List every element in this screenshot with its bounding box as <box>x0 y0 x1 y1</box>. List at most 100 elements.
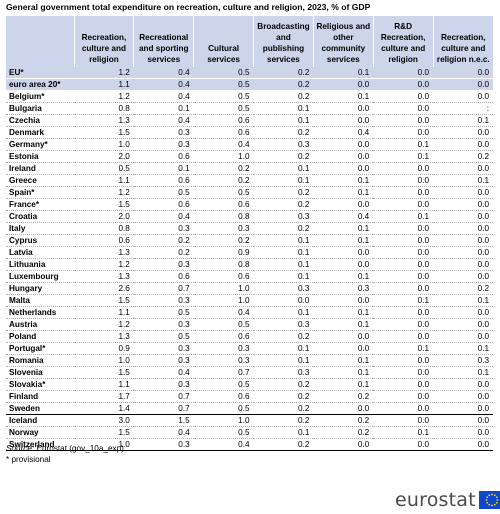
country-cell: Malta <box>6 294 74 307</box>
value-cell: 0.5 <box>74 162 134 175</box>
value-cell: 0.0 <box>433 258 493 271</box>
value-cell: 0.5 <box>193 318 254 331</box>
value-cell: 0.1 <box>253 114 314 127</box>
value-cell: 0.3 <box>193 222 254 235</box>
table-row: France* 1.5 0.6 0.6 0.2 0.0 0.0 0.0 <box>6 198 493 211</box>
value-cell: 1.2 <box>74 67 134 79</box>
value-cell: 0.0 <box>373 246 434 259</box>
table-row: Austria 1.2 0.3 0.5 0.3 0.1 0.0 0.0 <box>6 318 493 331</box>
value-cell: 0.4 <box>133 114 194 127</box>
value-cell: 0.8 <box>193 210 254 223</box>
value-cell: 0.0 <box>373 162 434 175</box>
table-row: Luxembourg 1.3 0.6 0.6 0.1 0.1 0.0 0.0 <box>6 270 493 283</box>
value-cell: 2.0 <box>74 150 134 163</box>
value-cell: 1.0 <box>193 414 254 427</box>
value-cell: 1.5 <box>74 426 134 439</box>
table-row: Germany* 1.0 0.3 0.4 0.3 0.0 0.1 0.0 <box>6 138 493 151</box>
country-cell: Latvia <box>6 246 74 259</box>
value-cell: 0.0 <box>433 67 493 79</box>
flag-star <box>490 493 493 496</box>
value-cell: 0.0 <box>373 390 434 403</box>
table-title: General government total expenditure on … <box>6 2 371 12</box>
country-cell: euro area 20* <box>6 78 74 91</box>
value-cell: 0.0 <box>313 342 374 355</box>
value-cell: 0.3 <box>253 210 314 223</box>
value-cell: 0.2 <box>133 234 194 247</box>
value-cell: 1.5 <box>133 414 194 427</box>
provisional-note: * provisional <box>6 455 51 464</box>
flag-star <box>495 496 498 499</box>
column-header: Recreation, culture and religion n.e.c. <box>432 16 493 67</box>
value-cell: 0.3 <box>133 138 194 151</box>
column-header: Recreation, culture and religion <box>73 16 134 67</box>
value-cell: 0.0 <box>313 402 374 415</box>
value-cell: 0.0 <box>313 438 374 451</box>
table-row: Belgium* 1.2 0.4 0.5 0.2 0.1 0.0 0.0 <box>6 90 493 103</box>
table-row: Switzerland 1.0 0.3 0.4 0.2 0.0 0.0 0.0 <box>6 438 493 451</box>
value-cell: 1.1 <box>74 174 134 187</box>
table-row: Poland 1.3 0.5 0.6 0.2 0.0 0.0 0.0 <box>6 330 493 343</box>
value-cell: 0.8 <box>193 258 254 271</box>
value-cell: 0.1 <box>373 210 434 223</box>
value-cell: 0.2 <box>313 414 374 427</box>
value-cell: 0.0 <box>373 186 434 199</box>
value-cell: 0.3 <box>133 378 194 391</box>
country-cell: Germany* <box>6 138 74 151</box>
value-cell: 0.6 <box>193 330 254 343</box>
country-cell: Belgium* <box>6 90 74 103</box>
value-cell: 1.3 <box>74 114 134 127</box>
value-cell: 0.2 <box>253 390 314 403</box>
value-cell: 0.0 <box>433 126 493 139</box>
value-cell: 1.5 <box>74 198 134 211</box>
value-cell: 0.1 <box>253 354 314 367</box>
value-cell: 0.5 <box>133 186 194 199</box>
table-row: Hungary 2.6 0.7 1.0 0.3 0.3 0.0 0.2 <box>6 282 493 295</box>
table-header-row: Recreation, culture and religion Recreati… <box>6 16 493 67</box>
value-cell: 0.1 <box>313 222 374 235</box>
value-cell: 0.1 <box>313 378 374 391</box>
value-cell: 0.0 <box>373 114 434 127</box>
value-cell: 0.5 <box>133 330 194 343</box>
value-cell: 0.3 <box>133 222 194 235</box>
country-cell: Cyprus <box>6 234 74 247</box>
logo-text: eurostat <box>395 489 476 511</box>
value-cell: 0.1 <box>253 342 314 355</box>
value-cell: 0.0 <box>433 186 493 199</box>
value-cell: 0.1 <box>253 234 314 247</box>
value-cell: 1.2 <box>74 186 134 199</box>
value-cell: 0.1 <box>313 354 374 367</box>
value-cell: 0.6 <box>133 198 194 211</box>
country-cell: Hungary <box>6 282 74 295</box>
value-cell: 0.0 <box>433 234 493 247</box>
value-cell: 0.0 <box>313 198 374 211</box>
flag-star <box>493 503 496 506</box>
expenditure-table: Recreation, culture and religion Recreati… <box>6 16 493 451</box>
value-cell: 0.4 <box>313 210 374 223</box>
value-cell: 0.0 <box>433 138 493 151</box>
value-cell: 0.1 <box>253 426 314 439</box>
value-cell: 0.0 <box>313 330 374 343</box>
flag-star <box>488 503 490 506</box>
country-cell: Denmark <box>6 126 74 139</box>
value-cell: 1.0 <box>74 138 134 151</box>
value-cell: 0.3 <box>433 354 493 367</box>
column-header: Cultural services <box>193 16 254 67</box>
value-cell: 0.1 <box>253 174 314 187</box>
column-header <box>6 16 74 67</box>
value-cell: 0.6 <box>133 270 194 283</box>
value-cell: 0.4 <box>133 366 194 379</box>
value-cell: 0.1 <box>313 174 374 187</box>
value-cell: 1.0 <box>74 438 134 451</box>
value-cell: 0.1 <box>373 294 434 307</box>
value-cell: 0.3 <box>253 138 314 151</box>
column-header: R&D Recreation, culture and religion <box>372 16 434 67</box>
value-cell: 0.1 <box>253 102 314 115</box>
flag-star <box>488 494 490 497</box>
table-row: Croatia 2.0 0.4 0.8 0.3 0.4 0.1 0.0 <box>6 210 493 223</box>
value-cell: 0.2 <box>193 162 254 175</box>
value-cell: 0.1 <box>433 342 493 355</box>
value-cell: 0.5 <box>193 67 254 79</box>
value-cell: 0.3 <box>253 282 314 295</box>
country-cell: Norway <box>6 426 74 439</box>
country-cell: Switzerland <box>6 438 74 451</box>
